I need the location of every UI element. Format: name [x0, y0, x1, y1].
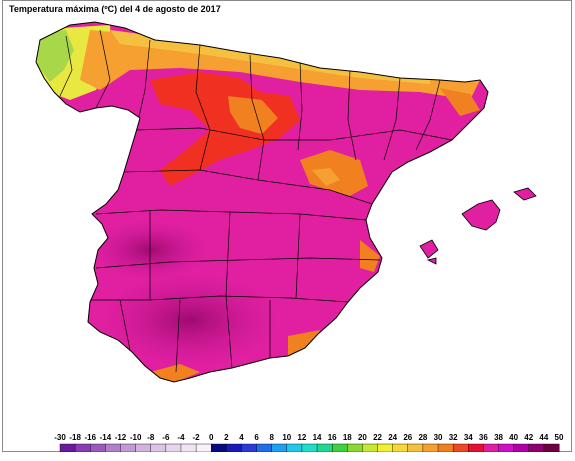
legend-tick-label: 14	[312, 433, 322, 442]
legend-tick-label: -16	[84, 433, 97, 442]
legend-swatch	[165, 443, 182, 453]
legend-tick-label: 10	[282, 433, 292, 442]
legend-tick-label: -18	[69, 433, 81, 442]
legend-swatch	[226, 443, 242, 453]
legend-swatch	[150, 443, 167, 453]
legend-tick-label: -2	[192, 433, 200, 442]
legend-swatch	[59, 443, 76, 453]
legend-swatch	[347, 443, 363, 453]
region-duero-hot	[150, 72, 300, 186]
legend-tick-label: 32	[448, 433, 458, 442]
legend-swatch	[241, 443, 258, 453]
legend-tick-label: 4	[239, 433, 244, 442]
legend-swatch	[316, 443, 333, 453]
region-guadalquivir-hottest	[100, 272, 280, 368]
legend-tick-label: 26	[403, 433, 413, 442]
legend-tick-label: 20	[357, 433, 367, 442]
legend-tick-label: 28	[418, 433, 428, 442]
legend-tick-label: 40	[509, 433, 519, 442]
region-valencia-coast	[360, 240, 380, 272]
legend-tick-label: -14	[99, 433, 112, 442]
legend-tick-label: 24	[388, 433, 398, 442]
legend-swatch	[180, 443, 197, 453]
mainland	[35, 21, 489, 383]
legend-tick-label: 50	[554, 433, 564, 442]
island-menorca	[513, 187, 537, 201]
legend-swatch	[74, 443, 91, 453]
legend-tick-label: 18	[342, 433, 352, 442]
region-murcia-coast	[288, 330, 320, 358]
legend-labels: -30 -18 -16 -14 -12 -10 -8 -6 -4 -2 0 2 4 6 8 10 12 14 16 1…	[0, 433, 575, 444]
legend-swatch	[377, 443, 394, 453]
legend-tick-label: 16	[327, 433, 337, 442]
legend-tick-label: 38	[494, 433, 503, 442]
legend-tick-label: 2	[224, 433, 229, 442]
legend-tick-label: 6	[254, 433, 259, 442]
island-ibiza	[419, 239, 439, 259]
legend-tick-label: 0	[208, 433, 214, 442]
island-mallorca	[461, 199, 501, 231]
balearic-islands	[419, 187, 537, 265]
region-catalonia-coast	[440, 88, 480, 116]
legend-tick-label: -4	[177, 433, 185, 442]
legend-swatch	[286, 443, 303, 453]
legend-swatch	[437, 443, 454, 453]
legend-tick-label: 44	[539, 433, 549, 442]
legend-tick-label: 30	[433, 433, 443, 442]
province-borders	[59, 29, 453, 373]
legend-swatch	[392, 443, 409, 453]
legend-swatch	[498, 443, 515, 453]
region-cadiz-coast	[150, 364, 200, 382]
legend-swatch	[271, 443, 288, 453]
legend-tick-label: 8	[269, 433, 274, 442]
legend-swatch	[483, 443, 500, 453]
legend-tick-label: -6	[162, 433, 170, 442]
legend-tick-label: -30	[54, 433, 66, 442]
legend-swatch	[195, 443, 212, 453]
legend-tick-label: 22	[373, 433, 382, 442]
legend-bar	[59, 443, 560, 453]
legend-swatch	[452, 443, 469, 453]
legend-swatch	[422, 443, 439, 453]
legend-tick-label: 42	[524, 433, 534, 442]
legend-swatch	[543, 443, 560, 453]
region-iberico-core	[312, 168, 340, 186]
legend-swatch	[256, 443, 273, 453]
map-title: Temperatura máxima (ºC) del 4 de agosto …	[9, 4, 221, 14]
legend-tick-label: -12	[114, 433, 127, 442]
legend-tick-label: -10	[129, 433, 142, 442]
legend-swatch	[90, 443, 106, 453]
legend-swatch	[301, 443, 318, 453]
footer	[0, 452, 575, 461]
legend-tick-label: -8	[147, 433, 155, 442]
legend-swatch	[135, 443, 152, 453]
legend-swatch	[468, 443, 484, 453]
legend-swatch	[362, 443, 379, 453]
legend-swatch	[331, 443, 348, 453]
legend-swatch	[120, 443, 137, 453]
region-duero-warm	[228, 96, 278, 134]
island-formentera	[426, 257, 437, 265]
legend-swatch	[528, 443, 545, 453]
legend-swatch	[407, 443, 424, 453]
legend-swatch	[105, 443, 121, 453]
region-galicia-coast	[36, 30, 74, 82]
legend-tick-label: 12	[297, 433, 307, 442]
legend-tick-label: 34	[463, 433, 473, 442]
legend-swatch	[513, 443, 530, 453]
legend-tick-label: 36	[478, 433, 488, 442]
legend-swatch	[211, 443, 227, 453]
